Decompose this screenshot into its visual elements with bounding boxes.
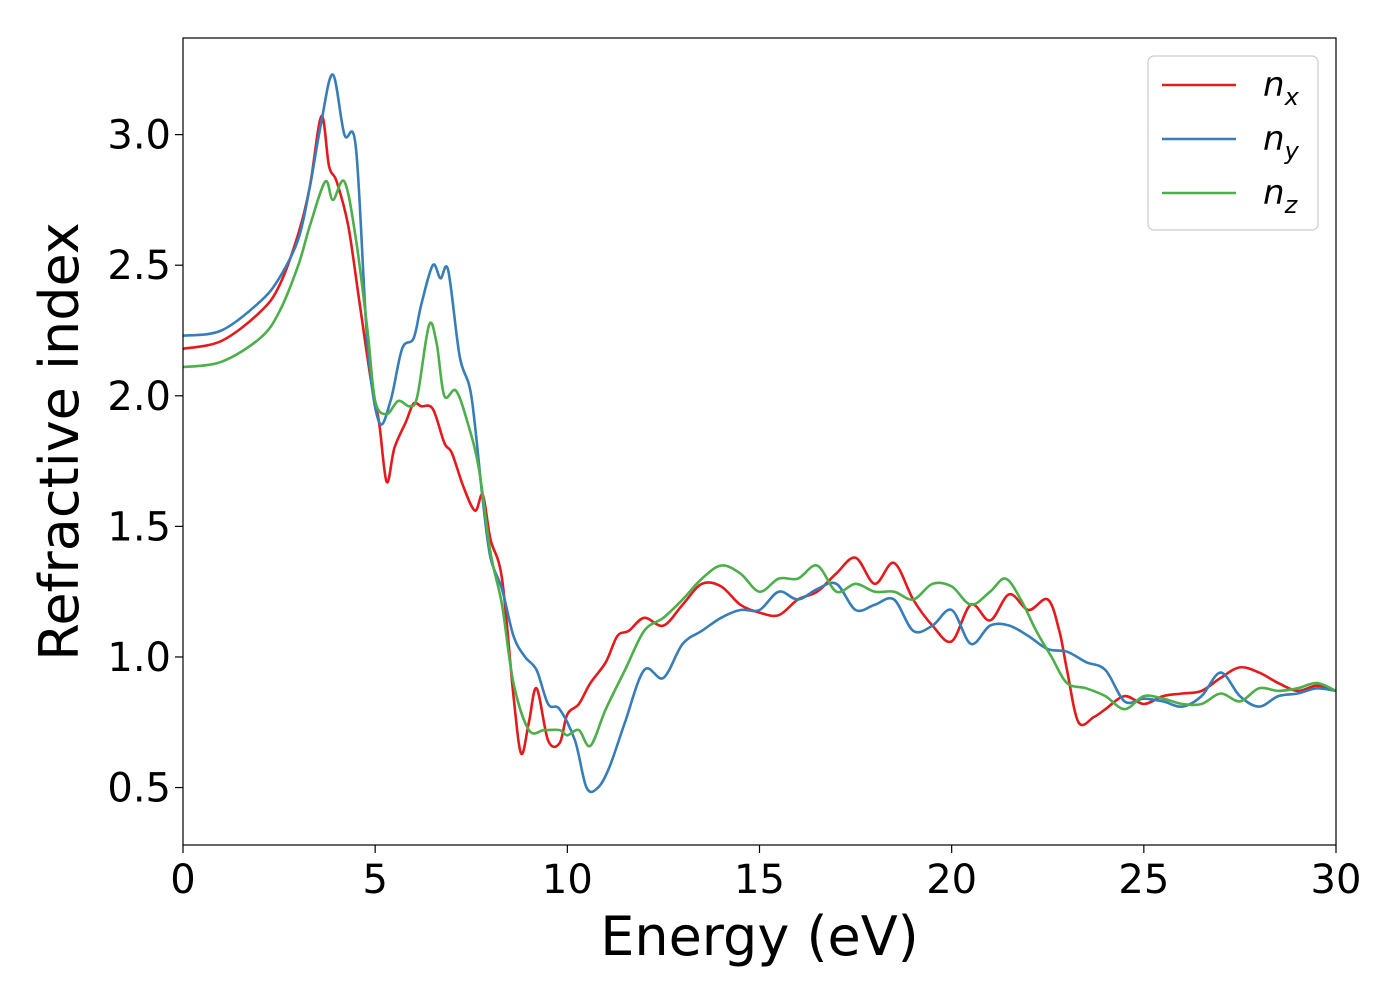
- x-tick-label: 20: [926, 857, 977, 903]
- x-tick-label: 10: [542, 857, 593, 903]
- series-line-x: [183, 114, 1336, 756]
- legend-label-y: ny: [1263, 119, 1300, 165]
- legend-label-z: nz: [1263, 173, 1299, 219]
- legend-box: [1147, 55, 1319, 231]
- series-line-z: [183, 179, 1336, 748]
- plot-lines: [183, 73, 1336, 794]
- x-tick-label: 30: [1311, 857, 1362, 903]
- y-tick-label: 0.5: [107, 766, 171, 812]
- y-axis-ticks: 0.5 1.0 1.5 2.0 2.5 3.0: [107, 113, 183, 812]
- x-tick-label: 25: [1118, 857, 1169, 903]
- x-tick-label: 15: [734, 857, 785, 903]
- y-tick-label: 3.0: [107, 113, 171, 159]
- series-line-y: [183, 73, 1336, 794]
- legend-label-x: nx: [1263, 65, 1300, 111]
- x-axis-label: Energy (eV): [600, 905, 919, 968]
- y-tick-label: 1.0: [107, 635, 171, 681]
- y-axis-label: Refractive index: [28, 222, 91, 661]
- x-axis-ticks: 0 5 10 15 20 25 30: [170, 845, 1361, 903]
- y-tick-label: 2.0: [107, 374, 171, 420]
- x-tick-label: 5: [362, 857, 387, 903]
- y-tick-label: 1.5: [107, 504, 171, 550]
- y-tick-label: 2.5: [107, 243, 171, 289]
- legend: nx ny nz: [1147, 55, 1319, 231]
- x-tick-label: 0: [170, 857, 195, 903]
